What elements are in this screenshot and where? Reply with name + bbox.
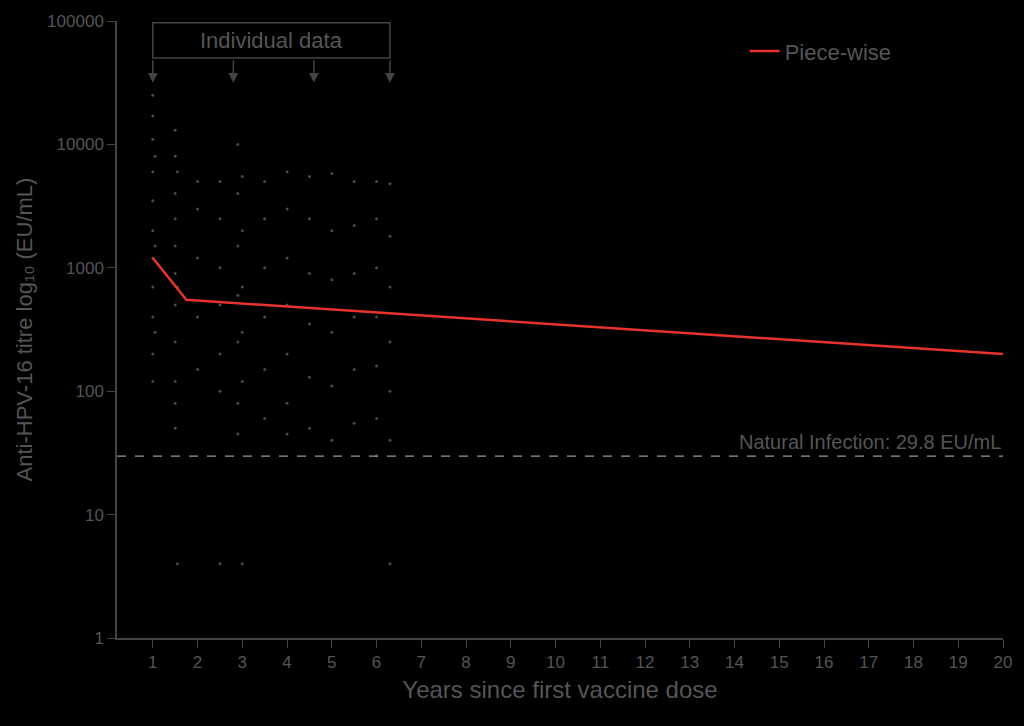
svg-text:19: 19 bbox=[949, 653, 968, 672]
svg-text:14: 14 bbox=[725, 653, 744, 672]
svg-text:16: 16 bbox=[815, 653, 834, 672]
svg-text:9: 9 bbox=[506, 653, 515, 672]
svg-text:100: 100 bbox=[75, 382, 103, 401]
svg-text:3: 3 bbox=[238, 653, 247, 672]
svg-text:Individual data: Individual data bbox=[200, 28, 343, 53]
svg-text:18: 18 bbox=[904, 653, 923, 672]
svg-text:13: 13 bbox=[680, 653, 699, 672]
svg-text:17: 17 bbox=[859, 653, 878, 672]
svg-text:7: 7 bbox=[417, 653, 426, 672]
svg-text:10: 10 bbox=[85, 506, 104, 525]
svg-text:Anti-HPV-16 titre log₁₀ (EU/mL: Anti-HPV-16 titre log₁₀ (EU/mL) bbox=[12, 178, 37, 482]
svg-text:8: 8 bbox=[461, 653, 470, 672]
svg-text:12: 12 bbox=[636, 653, 655, 672]
svg-text:100000: 100000 bbox=[47, 12, 104, 31]
svg-text:11: 11 bbox=[591, 653, 609, 672]
svg-text:1: 1 bbox=[148, 653, 157, 672]
svg-text:6: 6 bbox=[372, 653, 381, 672]
svg-text:Natural Infection: 29.8 EU/mL: Natural Infection: 29.8 EU/mL bbox=[739, 431, 1001, 453]
svg-text:1: 1 bbox=[94, 629, 103, 648]
svg-text:1000: 1000 bbox=[66, 259, 104, 278]
svg-text:Piece-wise: Piece-wise bbox=[785, 40, 891, 65]
svg-text:10000: 10000 bbox=[57, 135, 104, 154]
svg-text:Years since first vaccine dose: Years since first vaccine dose bbox=[402, 676, 717, 703]
svg-text:20: 20 bbox=[994, 653, 1013, 672]
svg-text:10: 10 bbox=[546, 653, 565, 672]
svg-text:5: 5 bbox=[327, 653, 336, 672]
svg-text:2: 2 bbox=[193, 653, 202, 672]
svg-text:4: 4 bbox=[282, 653, 291, 672]
svg-text:15: 15 bbox=[770, 653, 789, 672]
